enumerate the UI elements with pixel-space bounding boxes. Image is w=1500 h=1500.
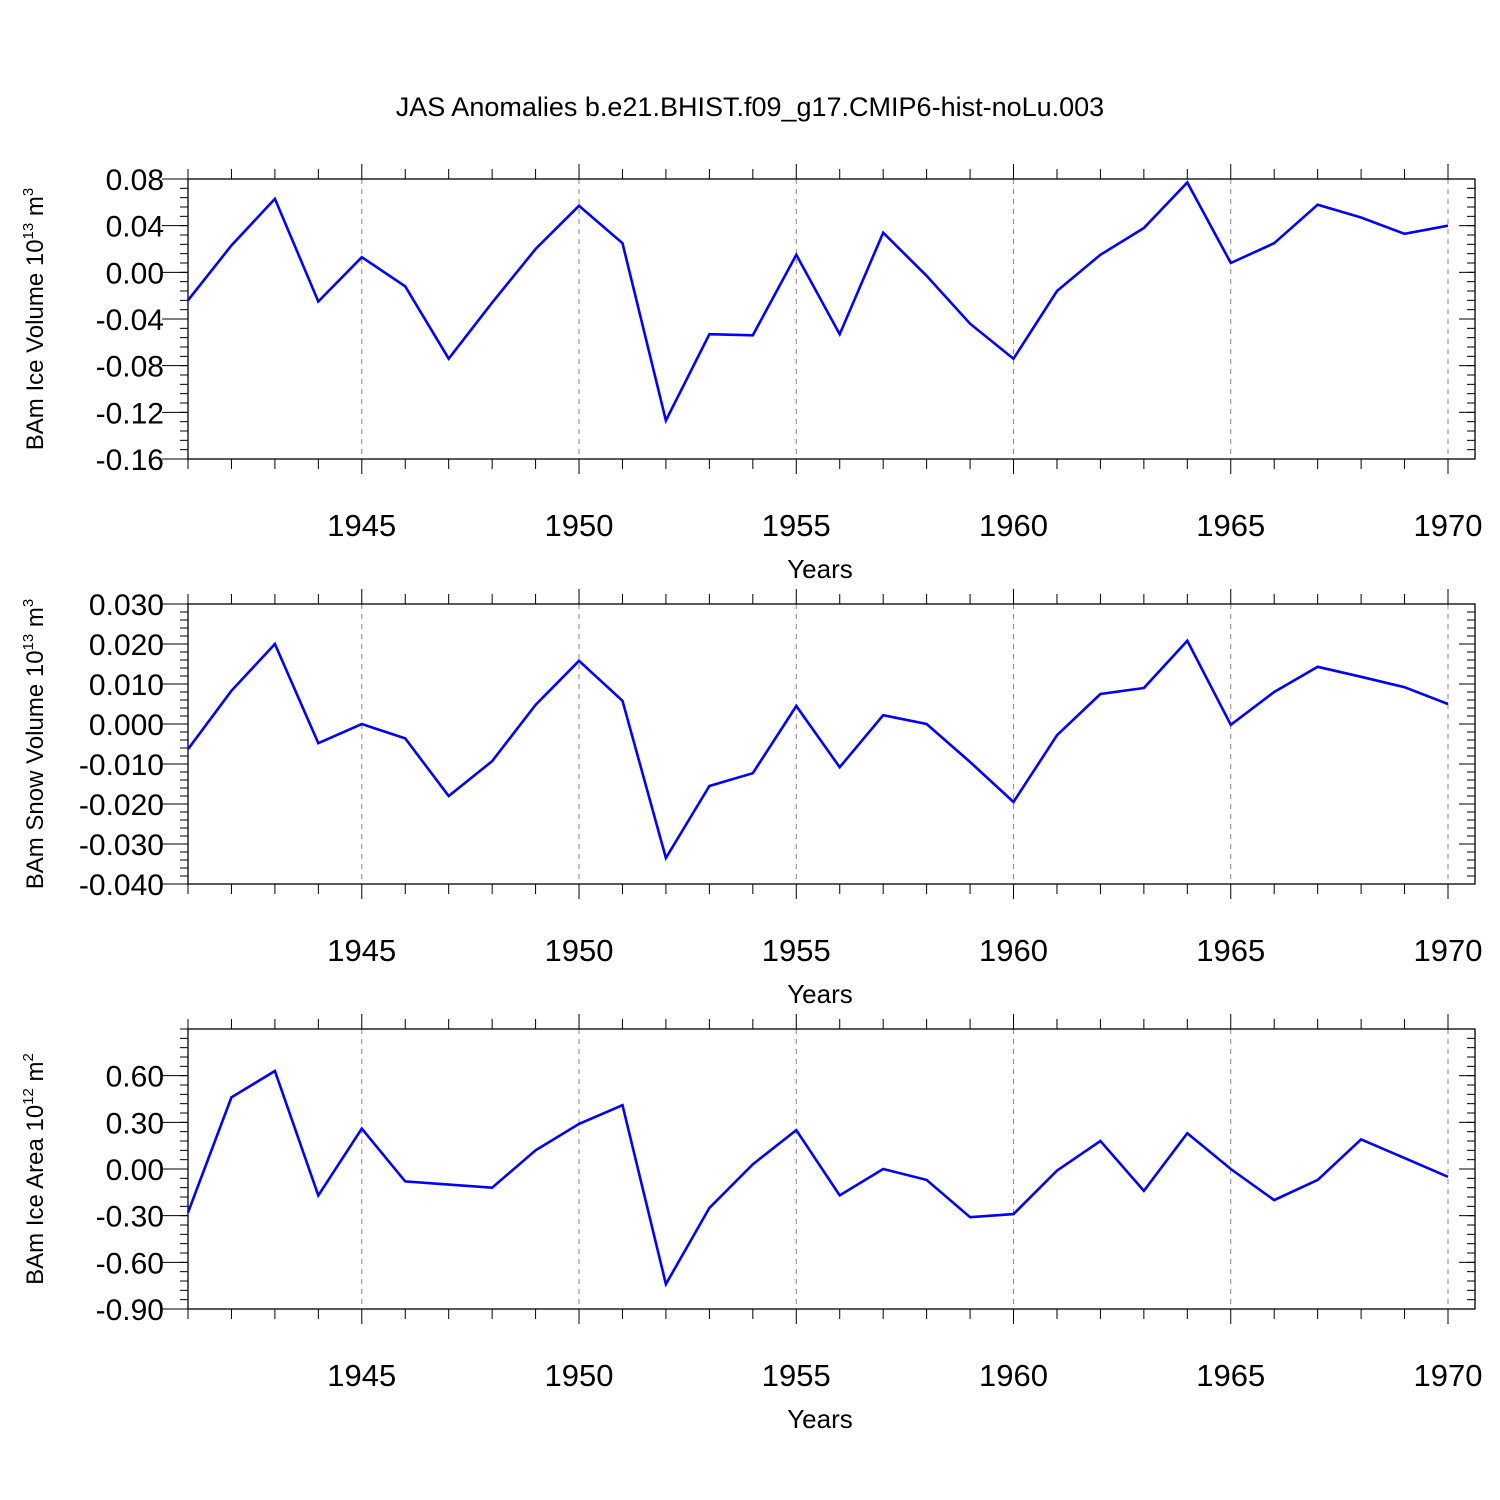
plot-frame — [187, 603, 1476, 885]
y-tick-label: 0.010 — [89, 669, 164, 702]
x-tick-label: 1950 — [545, 1358, 614, 1393]
x-tick-label: 1950 — [545, 508, 614, 543]
x-tick-label: 1955 — [762, 1358, 831, 1393]
y-tick-label: 0.30 — [106, 1107, 164, 1140]
y-tick-label: -0.30 — [96, 1201, 164, 1234]
y-tick-label: -0.16 — [96, 444, 164, 477]
y-tick-label: 0.00 — [106, 257, 164, 290]
series-line — [186, 1069, 1449, 1288]
x-axis-label: Years — [787, 1404, 853, 1434]
y-axis-label: BAm Ice Area 1012 m2 — [20, 1053, 49, 1285]
y-tick-label: 0.08 — [106, 164, 164, 197]
y-axis-label: BAm Ice Volume 1013 m3 — [20, 188, 49, 450]
x-tick-label: 1945 — [327, 1358, 396, 1393]
y-tick-label: -0.90 — [96, 1294, 164, 1327]
y-tick-label: -0.040 — [79, 869, 164, 902]
x-tick-label: 1950 — [545, 933, 614, 968]
series-line — [186, 638, 1449, 862]
y-tick-label: -0.04 — [96, 304, 164, 337]
x-axis-label: Years — [787, 979, 853, 1009]
chart-panel-3: 0.60 0.30 0.00 -0.30 -0.60 -0.90 1945 1950 1955 1… — [20, 1014, 1482, 1434]
y-tick-label: -0.020 — [79, 789, 164, 822]
x-tick-label: 1965 — [1196, 1358, 1265, 1393]
y-tick-label: 0.60 — [106, 1061, 164, 1094]
x-tick-label: 1960 — [979, 933, 1048, 968]
x-axis-label: Years — [787, 554, 853, 584]
x-tick-label: 1965 — [1196, 933, 1265, 968]
y-tick-label: 0.000 — [89, 709, 164, 742]
plot-frame — [187, 1028, 1476, 1310]
figure-title: JAS Anomalies b.e21.BHIST.f09_g17.CMIP6-… — [396, 92, 1104, 122]
x-tick-label: 1945 — [327, 933, 396, 968]
y-tick-label: -0.60 — [96, 1247, 164, 1280]
y-axis-label: BAm Snow Volume 1013 m3 — [20, 599, 49, 890]
x-tick-label: 1970 — [1414, 508, 1483, 543]
x-tick-label: 1970 — [1414, 933, 1483, 968]
x-tick-label: 1970 — [1414, 1358, 1483, 1393]
x-tick-label: 1960 — [979, 1358, 1048, 1393]
y-tick-label: -0.010 — [79, 749, 164, 782]
x-tick-label: 1960 — [979, 508, 1048, 543]
chart-panel-2: 0.030 0.020 0.010 0.000 -0.010 -0.020 -0.030 -0… — [20, 589, 1482, 1009]
chart-panel-1: 0.08 0.04 0.00 -0.04 -0.08 -0.12 -0.16 1945 1950… — [20, 164, 1482, 584]
y-tick-label: -0.12 — [96, 397, 164, 430]
x-tick-label: 1945 — [327, 508, 396, 543]
y-tick-label: 0.00 — [106, 1154, 164, 1187]
y-tick-label: 0.04 — [106, 211, 164, 244]
y-tick-label: 0.030 — [89, 589, 164, 622]
x-tick-label: 1965 — [1196, 508, 1265, 543]
series-line — [186, 180, 1449, 425]
y-tick-label: -0.030 — [79, 829, 164, 862]
x-tick-label: 1955 — [762, 933, 831, 968]
y-tick-label: -0.08 — [96, 351, 164, 384]
x-tick-label: 1955 — [762, 508, 831, 543]
y-tick-label: 0.020 — [89, 629, 164, 662]
